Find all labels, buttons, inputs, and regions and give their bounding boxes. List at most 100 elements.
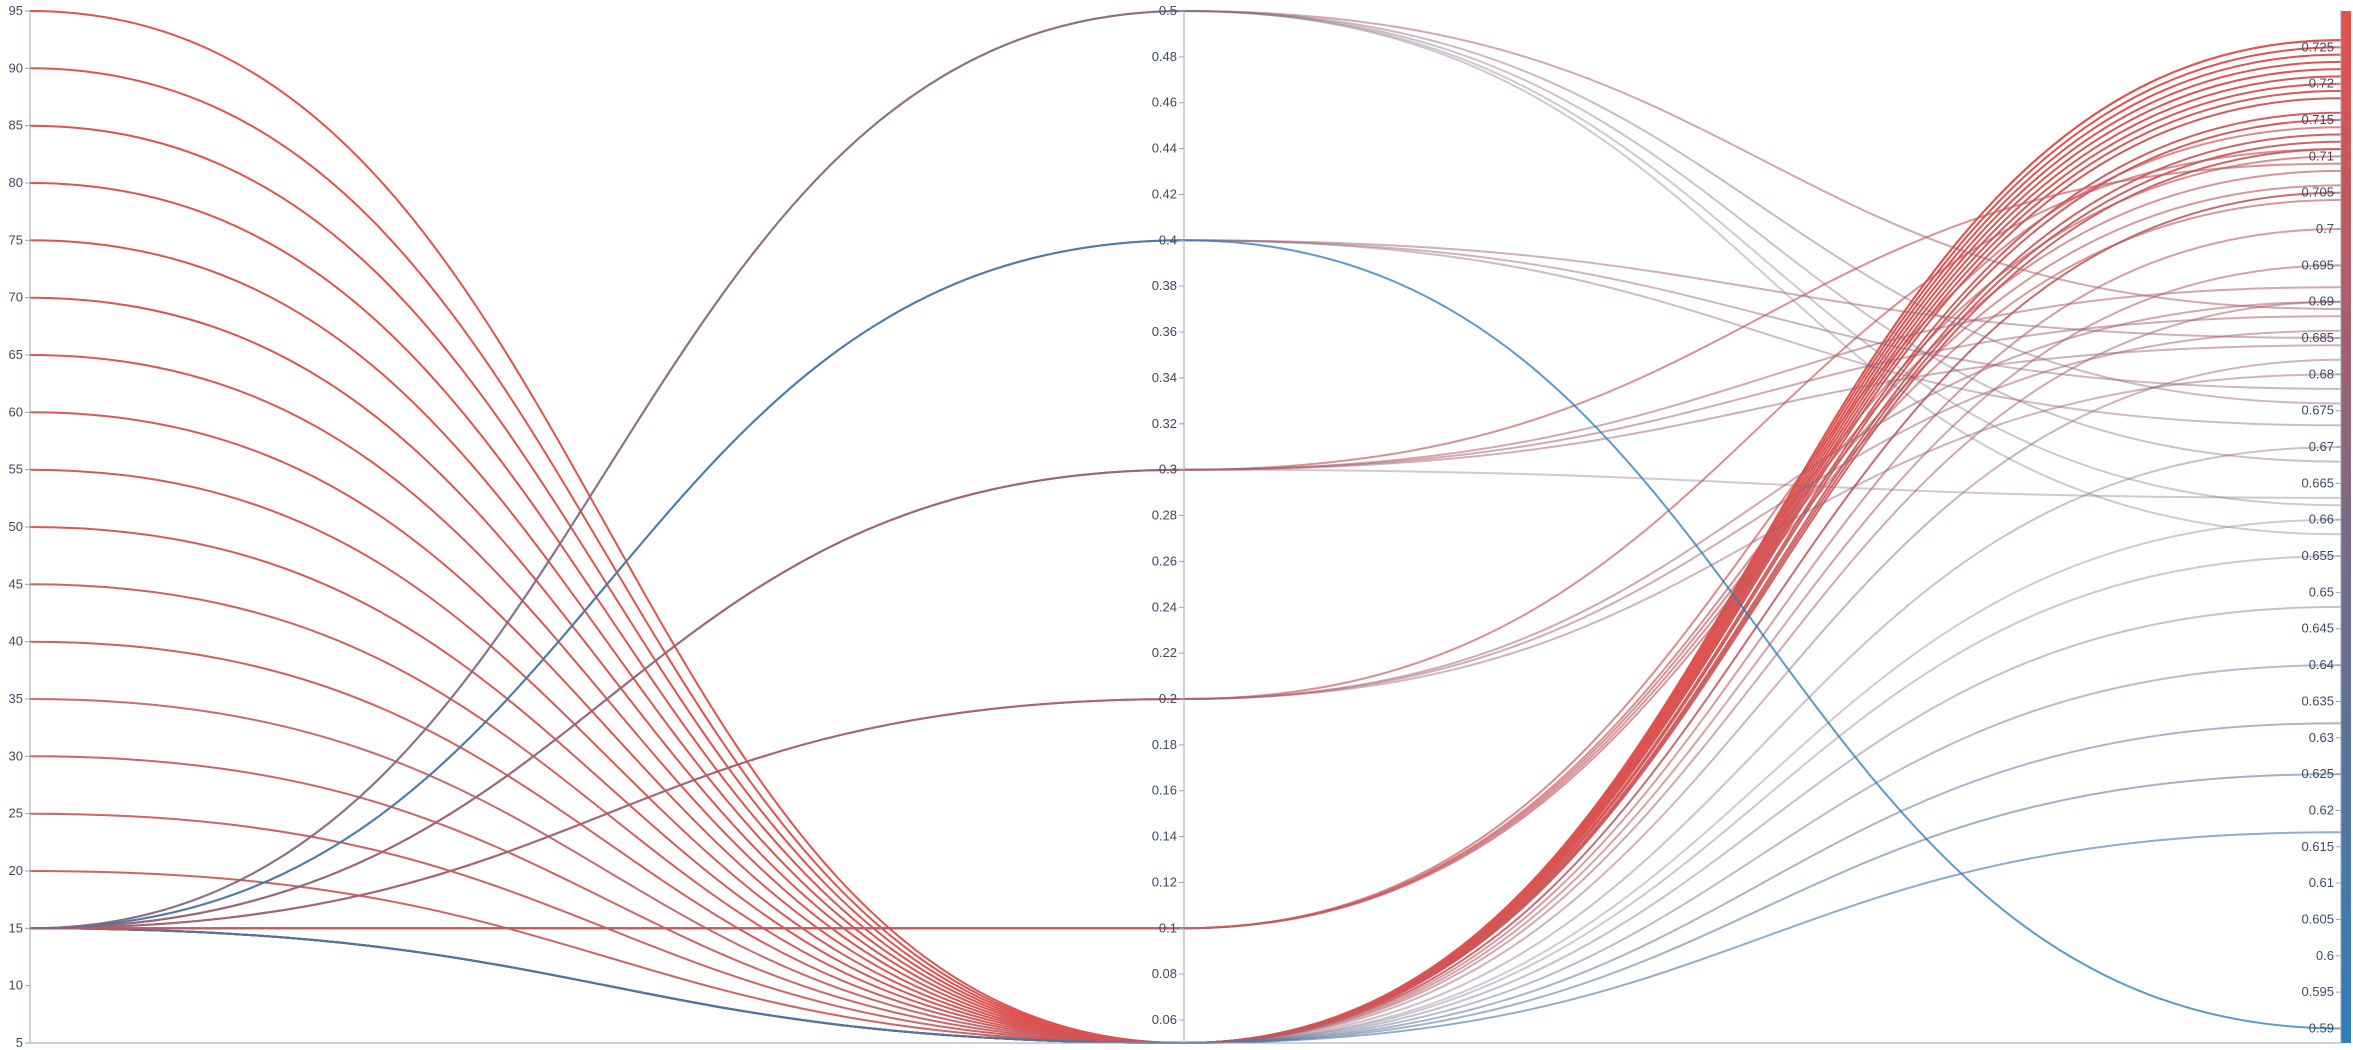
polyline-4 bbox=[29, 60, 2342, 1045]
tick-label: 0.06 bbox=[1152, 1012, 1177, 1027]
tick-label: 0.68 bbox=[2309, 366, 2334, 381]
polyline-43 bbox=[29, 239, 2342, 930]
tick-label: 0.1 bbox=[1159, 920, 1177, 935]
tick-label: 0.685 bbox=[2301, 330, 2334, 345]
tick: 0.665 bbox=[2301, 475, 2341, 490]
tick: 0.3 bbox=[1159, 462, 1184, 477]
tick-label: 0.6 bbox=[2316, 948, 2334, 963]
tick-label: 0.46 bbox=[1152, 95, 1177, 110]
tick: 0.1 bbox=[1159, 920, 1184, 935]
axes-layer: 95 90 85 80 75 70 65 60 55 50 45 40 35 30 25 20 15 10 5 0.5… bbox=[9, 3, 2351, 1050]
tick-label: 0.605 bbox=[2301, 911, 2334, 926]
tick: 60 bbox=[9, 404, 30, 419]
polyline-20 bbox=[29, 446, 2342, 1045]
tick-label: 20 bbox=[9, 863, 23, 878]
tick-label: 0.62 bbox=[2309, 802, 2334, 817]
tick: 0.595 bbox=[2301, 984, 2341, 999]
tick: 80 bbox=[9, 175, 30, 190]
tick-label: 0.34 bbox=[1152, 370, 1177, 385]
tick-label: 95 bbox=[9, 3, 23, 18]
tick-label: 0.67 bbox=[2309, 439, 2334, 454]
polyline-48 bbox=[29, 9, 2342, 930]
tick: 50 bbox=[9, 519, 30, 534]
tick-label: 0.24 bbox=[1152, 599, 1177, 614]
tick: 65 bbox=[9, 347, 30, 362]
tick-label: 0.665 bbox=[2301, 475, 2334, 490]
tick-label: 0.615 bbox=[2301, 839, 2334, 854]
polyline-36 bbox=[29, 373, 2342, 930]
tick: 45 bbox=[9, 576, 30, 591]
tick-label: 0.7 bbox=[2316, 221, 2334, 236]
tick-label: 0.16 bbox=[1152, 783, 1177, 798]
tick: 95 bbox=[9, 3, 30, 18]
tick: 0.655 bbox=[2301, 548, 2341, 563]
tick: 0.59 bbox=[2309, 1020, 2341, 1035]
polyline-41 bbox=[29, 468, 2342, 930]
tick: 20 bbox=[9, 863, 30, 878]
tick-label: 0.32 bbox=[1152, 416, 1177, 431]
tick: 55 bbox=[9, 462, 30, 477]
tick: 0.705 bbox=[2301, 185, 2341, 200]
tick: 0.645 bbox=[2301, 621, 2341, 636]
tick: 0.6 bbox=[2316, 948, 2341, 963]
polyline-13 bbox=[29, 140, 2342, 1045]
tick: 0.48 bbox=[1152, 49, 1184, 64]
tick-label: 0.72 bbox=[2309, 76, 2334, 91]
polyline-42 bbox=[29, 239, 2342, 930]
polyline-38 bbox=[29, 286, 2342, 930]
tick-label: 0.4 bbox=[1159, 232, 1177, 247]
tick-label: 45 bbox=[9, 576, 23, 591]
tick: 0.7 bbox=[2316, 221, 2341, 236]
tick: 0.63 bbox=[2309, 730, 2341, 745]
tick-label: 0.705 bbox=[2301, 185, 2334, 200]
tick-label: 0.65 bbox=[2309, 584, 2334, 599]
tick: 0.36 bbox=[1152, 324, 1184, 339]
tick-label: 60 bbox=[9, 404, 23, 419]
tick-label: 0.63 bbox=[2309, 730, 2334, 745]
tick: 0.4 bbox=[1159, 232, 1184, 247]
tick-label: 0.18 bbox=[1152, 737, 1177, 752]
axis-3: 0.725 0.72 0.715 0.71 0.705 0.7 0.695 0.69 0.685… bbox=[2301, 10, 2342, 1043]
polyline-2 bbox=[29, 53, 2342, 1045]
polyline-17 bbox=[29, 228, 2342, 1045]
tick: 10 bbox=[9, 978, 30, 993]
tick-label: 0.44 bbox=[1152, 141, 1177, 156]
tick: 0.18 bbox=[1152, 737, 1184, 752]
polyline-18 bbox=[29, 264, 2342, 1045]
tick: 0.71 bbox=[2309, 148, 2341, 163]
tick-label: 40 bbox=[9, 634, 23, 649]
tick: 0.16 bbox=[1152, 783, 1184, 798]
tick: 0.24 bbox=[1152, 599, 1184, 614]
tick: 0.635 bbox=[2301, 693, 2341, 708]
tick: 0.2 bbox=[1159, 691, 1184, 706]
tick-label: 0.625 bbox=[2301, 766, 2334, 781]
tick-label: 0.725 bbox=[2301, 39, 2334, 54]
tick: 25 bbox=[9, 806, 30, 821]
tick: 0.67 bbox=[2309, 439, 2341, 454]
tick-label: 85 bbox=[9, 118, 23, 133]
tick-label: 0.715 bbox=[2301, 112, 2334, 127]
tick-label: 0.635 bbox=[2301, 693, 2334, 708]
tick-label: 0.36 bbox=[1152, 324, 1177, 339]
tick: 0.64 bbox=[2309, 657, 2341, 672]
tick: 0.08 bbox=[1152, 966, 1184, 981]
tick-label: 0.48 bbox=[1152, 49, 1177, 64]
polyline-28 bbox=[29, 126, 2342, 930]
tick: 0.66 bbox=[2309, 512, 2341, 527]
axis-1: 95 90 85 80 75 70 65 60 55 50 45 40 35 30 25 20 15 10 5 bbox=[9, 3, 31, 1050]
tick: 0.61 bbox=[2309, 875, 2341, 890]
polyline-39 bbox=[29, 315, 2342, 930]
tick: 85 bbox=[9, 118, 30, 133]
tick-label: 0.59 bbox=[2309, 1020, 2334, 1035]
tick-label: 70 bbox=[9, 290, 23, 305]
tick: 0.695 bbox=[2301, 257, 2341, 272]
polyline-47 bbox=[29, 9, 2342, 930]
polyline-11 bbox=[29, 119, 2342, 1045]
tick-label: 15 bbox=[9, 920, 23, 935]
polyline-40 bbox=[29, 344, 2342, 930]
tick-label: 35 bbox=[9, 691, 23, 706]
tick-label: 5 bbox=[16, 1035, 23, 1050]
tick: 0.715 bbox=[2301, 112, 2341, 127]
tick: 0.685 bbox=[2301, 330, 2341, 345]
